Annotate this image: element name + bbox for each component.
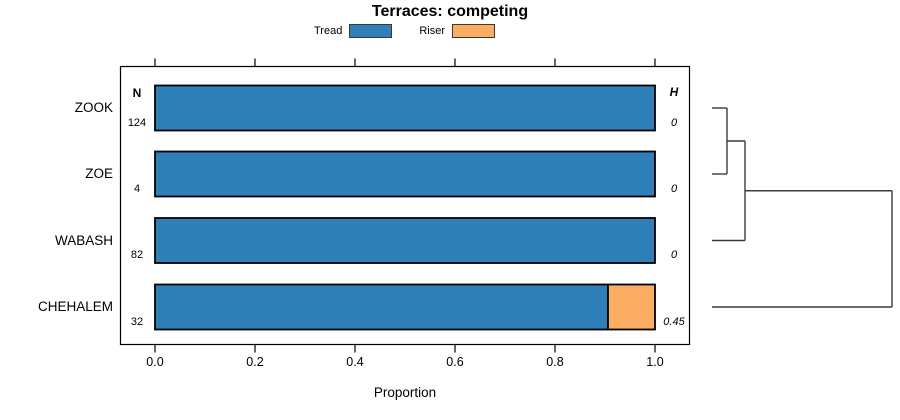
legend-item-tread: Tread <box>314 24 393 38</box>
n-value: 32 <box>130 315 144 328</box>
bar-segment <box>607 283 656 331</box>
x-tick-label: 1.0 <box>646 355 664 369</box>
x-tick-label: 0.6 <box>446 355 464 369</box>
bar-segment <box>154 283 609 331</box>
x-tick-label: 0.2 <box>246 355 264 369</box>
x-axis-title: Proportion <box>373 385 437 400</box>
h-value: 0 <box>670 249 678 261</box>
bar-segment <box>154 84 656 132</box>
n-value: 4 <box>133 182 141 195</box>
plot-frame <box>119 65 691 346</box>
h-value: 0.45 <box>663 315 685 328</box>
x-tick-label: 0.8 <box>546 355 564 369</box>
n-value: 124 <box>127 116 147 129</box>
legend-label-riser: Riser <box>419 25 445 37</box>
legend-swatch-riser-icon <box>452 24 495 38</box>
h-value: 0 <box>670 116 678 129</box>
category-label: ZOOK <box>74 100 113 115</box>
legend: Tread Riser <box>314 24 495 38</box>
bar-segment <box>154 150 656 198</box>
n-column-header: N <box>132 86 142 100</box>
legend-swatch-tread-icon <box>349 24 393 38</box>
category-label: WABASH <box>54 232 113 248</box>
h-column-header: H <box>669 85 679 99</box>
x-tick-label: 0.0 <box>146 355 164 369</box>
bar-segment <box>154 217 656 264</box>
x-tick-label: 0.4 <box>346 355 364 369</box>
legend-item-riser: Riser <box>419 24 495 38</box>
n-value: 82 <box>130 249 144 261</box>
legend-label-tread: Tread <box>314 25 343 37</box>
category-label: ZOE <box>85 166 113 181</box>
category-label: CHEHALEM <box>37 299 113 314</box>
h-value: 0 <box>670 182 678 195</box>
chart-title: Terraces: competing <box>371 3 529 20</box>
